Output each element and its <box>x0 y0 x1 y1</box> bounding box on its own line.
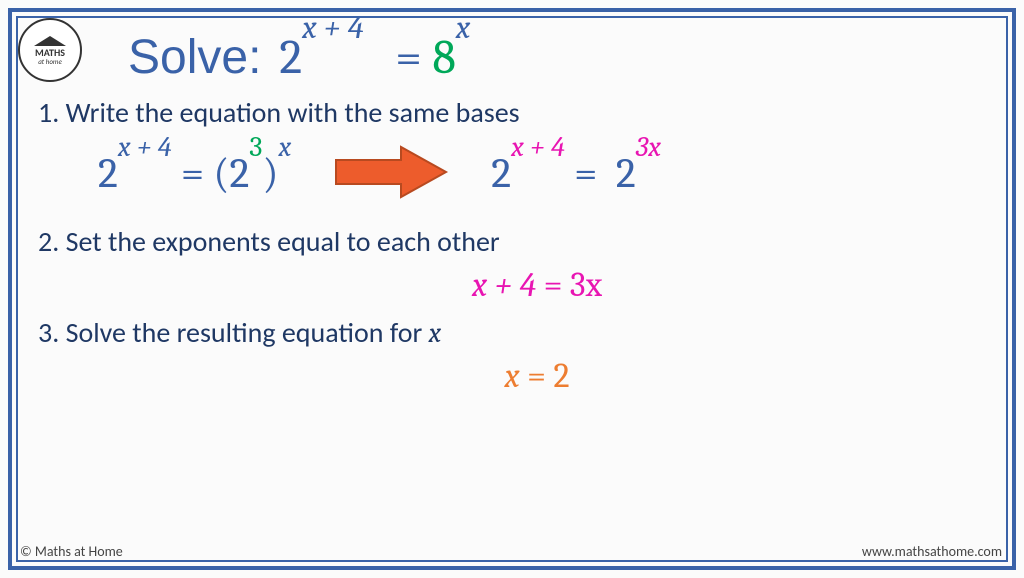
eq-right-base2: 2 <box>616 149 636 198</box>
eq-right-exp1: x + 4 <box>511 131 565 164</box>
solve-label: Solve: <box>128 30 261 85</box>
eq-right-base1: 2 <box>491 149 511 198</box>
title-row: Solve: 2x + 4 = 8x <box>128 28 976 85</box>
eq-right-equals: = <box>565 149 607 198</box>
eq-mid-pow: 3 <box>249 131 262 164</box>
sol-var: x <box>504 356 519 396</box>
eq-left-base: 2 <box>98 149 118 198</box>
step-3-var: x <box>429 317 442 349</box>
step-3-prefix: 3. Solve the resulting equation for <box>38 315 429 350</box>
title-rhs-exp: x <box>456 10 471 47</box>
step-1-text: 1. Write the equation with the same base… <box>38 95 976 130</box>
eq-paren-open: ( <box>213 149 229 198</box>
title-equation: 2x + 4 = 8x <box>279 28 470 85</box>
expo-rhs-text: 3x <box>570 265 602 305</box>
eq-right: 2x + 4 = 23x <box>491 147 661 198</box>
exponent-equation: x + 4 = 3x <box>98 265 976 305</box>
step-2-text: 2. Set the exponents equal to each other <box>38 224 976 259</box>
title-rhs-base: 8 <box>432 30 455 85</box>
step-3-text: 3. Solve the resulting equation for x <box>38 315 976 350</box>
expo-rhs: 3x <box>570 265 602 305</box>
footer-copyright: © Maths at Home <box>20 543 123 560</box>
eq-paren-close: ) <box>262 149 278 198</box>
eq-right-exp2: 3x <box>636 131 661 164</box>
footer-url: www.mathsathome.com <box>862 543 1002 560</box>
eq-mid-exp: x <box>279 131 292 164</box>
title-lhs-base: 2 <box>279 30 302 85</box>
expo-lhs: x + 4 <box>472 265 536 305</box>
arrow-icon <box>331 142 451 202</box>
title-equals: = <box>395 30 422 85</box>
solution-equation: x = 2 <box>98 356 976 396</box>
expo-eq: = <box>536 265 570 305</box>
sol-val: 2 <box>553 356 569 396</box>
equation-transform-row: 2x + 4 = (23)x 2x + 4 = 23x <box>98 142 976 202</box>
title-lhs-exp: x + 4 <box>302 10 364 47</box>
eq-left: 2x + 4 = (23)x <box>98 147 291 198</box>
eq-left-equals: = <box>172 149 214 198</box>
eq-mid-base: 2 <box>229 149 249 198</box>
sol-eq: = <box>520 356 554 396</box>
eq-left-exp: x + 4 <box>118 131 172 164</box>
slide-content: Solve: 2x + 4 = 8x 1. Write the equation… <box>18 18 1006 560</box>
